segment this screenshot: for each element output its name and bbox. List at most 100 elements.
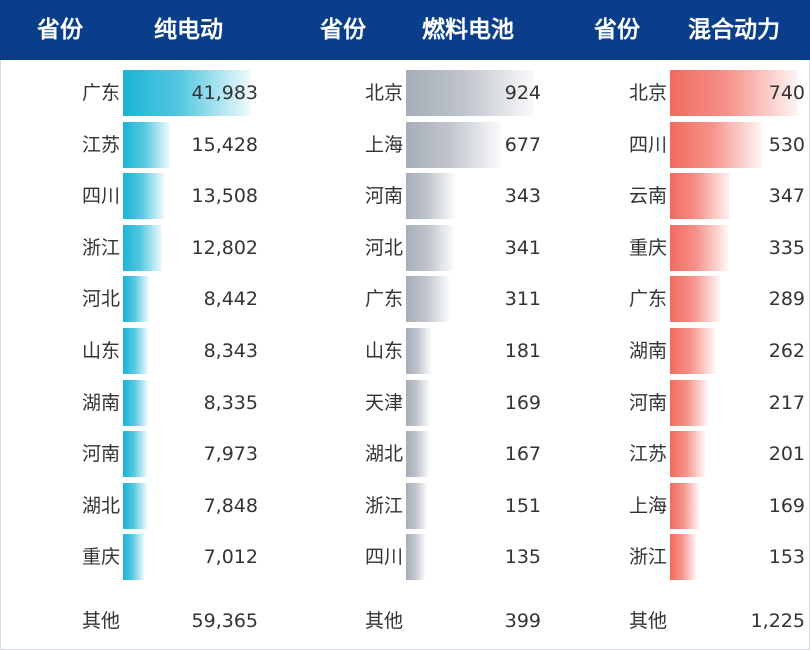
hybrid-bar <box>670 276 720 323</box>
hybrid-province-label: 上海 <box>628 494 667 517</box>
ev-bar <box>123 534 144 581</box>
ev-province-label: 山东 <box>81 340 120 362</box>
ev-row: 山东 8,343 <box>60 328 260 374</box>
ev-value-label: 12,802 <box>191 236 258 259</box>
hybrid-bar <box>670 534 696 581</box>
hybrid-row: 云南 347 <box>607 173 807 220</box>
ev-row: 河北 8,442 <box>60 276 260 323</box>
hybrid-bar <box>670 173 730 220</box>
ev-row: 江苏 15,428 <box>60 121 260 168</box>
hybrid-row: 浙江 153 <box>607 534 807 581</box>
hybrid-province-label: 浙江 <box>628 546 667 569</box>
hybrid-value-label: 347 <box>768 185 805 208</box>
fuel-cell-province-label: 北京 <box>364 82 403 104</box>
hybrid-other-row: 其他 1,225 <box>607 598 807 644</box>
fuel-cell-bar <box>406 482 427 529</box>
hybrid-value-label: 262 <box>768 340 805 362</box>
fuel-cell-bar <box>406 70 534 116</box>
fuel-cell-province-label: 广东 <box>364 288 403 311</box>
ev-province-label: 湖南 <box>81 391 120 414</box>
fuel-cell-province-label: 河北 <box>364 236 403 259</box>
fuel-cell-province-label: 河南 <box>364 185 403 208</box>
hybrid-bar <box>670 482 699 529</box>
hybrid-bar <box>670 224 728 271</box>
ev-value-label: 7,012 <box>203 546 258 569</box>
fuel-cell-row: 上海 677 <box>343 121 543 168</box>
ev-value-label: 15,428 <box>191 133 258 156</box>
fuel-cell-row: 湖北 167 <box>343 431 543 478</box>
ev-province-label: 重庆 <box>81 546 120 569</box>
hybrid-row: 四川 530 <box>607 121 807 168</box>
fuel-cell-value-label: 343 <box>504 185 541 208</box>
fuel-cell-row: 山东 181 <box>343 328 543 374</box>
header-fuel-cell: 燃料电池 <box>422 17 514 43</box>
hybrid-value-label: 217 <box>768 391 805 414</box>
hybrid-bar <box>670 70 798 116</box>
fuel-cell-province-label: 上海 <box>364 133 403 156</box>
hybrid-other-value: 1,225 <box>750 610 805 632</box>
fuel-cell-row: 广东 311 <box>343 276 543 323</box>
header-province-hybrid: 省份 <box>594 17 640 43</box>
fuel-cell-value-label: 311 <box>504 288 541 311</box>
hybrid-bar <box>670 121 762 168</box>
fuel-cell-province-label: 山东 <box>364 340 403 362</box>
fuel-cell-bar <box>406 224 453 271</box>
ev-other-label: 其他 <box>81 610 120 632</box>
hybrid-province-label: 北京 <box>628 82 667 104</box>
ev-value-label: 8,442 <box>203 288 258 311</box>
ev-value-label: 8,343 <box>203 340 258 362</box>
hybrid-bar <box>670 379 708 426</box>
ev-province-label: 浙江 <box>81 236 120 259</box>
hybrid-province-label: 四川 <box>628 133 667 156</box>
ev-other-row: 其他 59,365 <box>60 598 260 644</box>
hybrid-row: 重庆 335 <box>607 224 807 271</box>
table-header: 省份 纯电动 省份 燃料电池 省份 混合动力 <box>0 0 810 60</box>
ev-row: 湖南 8,335 <box>60 379 260 426</box>
fuel-cell-row: 北京 924 <box>343 70 543 116</box>
header-ev: 纯电动 <box>154 17 223 43</box>
ev-row: 浙江 12,802 <box>60 224 260 271</box>
ev-bar <box>123 379 148 426</box>
ev-province-label: 广东 <box>81 82 120 104</box>
ev-province-label: 河北 <box>81 288 120 311</box>
hybrid-province-label: 重庆 <box>628 236 667 259</box>
fuel-cell-bar <box>406 173 454 220</box>
hybrid-value-label: 740 <box>768 82 805 104</box>
hybrid-bar <box>670 431 705 478</box>
fuel-cell-row: 河北 341 <box>343 224 543 271</box>
ev-bar-panel: 广东 41,983 江苏 15,428 四川 13,508 浙江 12,802 河北 8,442 山… <box>60 60 260 650</box>
ev-row: 河南 7,973 <box>60 431 260 478</box>
ev-bar <box>123 173 164 220</box>
ev-value-label: 13,508 <box>191 185 258 208</box>
hybrid-value-label: 335 <box>768 236 805 259</box>
ev-bar <box>123 121 170 168</box>
fuel-cell-bar <box>406 121 500 168</box>
fuel-cell-other-value: 399 <box>504 610 541 632</box>
hybrid-row: 河南 217 <box>607 379 807 426</box>
fuel-cell-row: 河南 343 <box>343 173 543 220</box>
hybrid-row: 上海 169 <box>607 482 807 529</box>
hybrid-value-label: 289 <box>768 288 805 311</box>
ev-bar <box>123 482 147 529</box>
hybrid-province-label: 湖南 <box>628 340 667 362</box>
ev-bar <box>123 328 148 374</box>
ev-value-label: 8,335 <box>203 391 258 414</box>
fuel-cell-province-label: 浙江 <box>364 494 403 517</box>
hybrid-province-label: 河南 <box>628 391 667 414</box>
fuel-cell-bar <box>406 431 429 478</box>
ev-province-label: 四川 <box>81 185 120 208</box>
ev-row: 四川 13,508 <box>60 173 260 220</box>
ev-bar <box>123 224 162 271</box>
hybrid-value-label: 169 <box>768 494 805 517</box>
fuel-cell-value-label: 151 <box>504 494 541 517</box>
ev-bar <box>123 431 147 478</box>
hybrid-value-label: 153 <box>768 546 805 569</box>
hybrid-row: 广东 289 <box>607 276 807 323</box>
fuel-cell-value-label: 169 <box>504 391 541 414</box>
fuel-cell-province-label: 四川 <box>364 546 403 569</box>
ev-province-label: 河南 <box>81 443 120 466</box>
ev-bar <box>123 70 251 116</box>
ev-value-label: 41,983 <box>191 82 258 104</box>
fuel-cell-value-label: 677 <box>504 133 541 156</box>
fuel-cell-bar <box>406 379 429 426</box>
